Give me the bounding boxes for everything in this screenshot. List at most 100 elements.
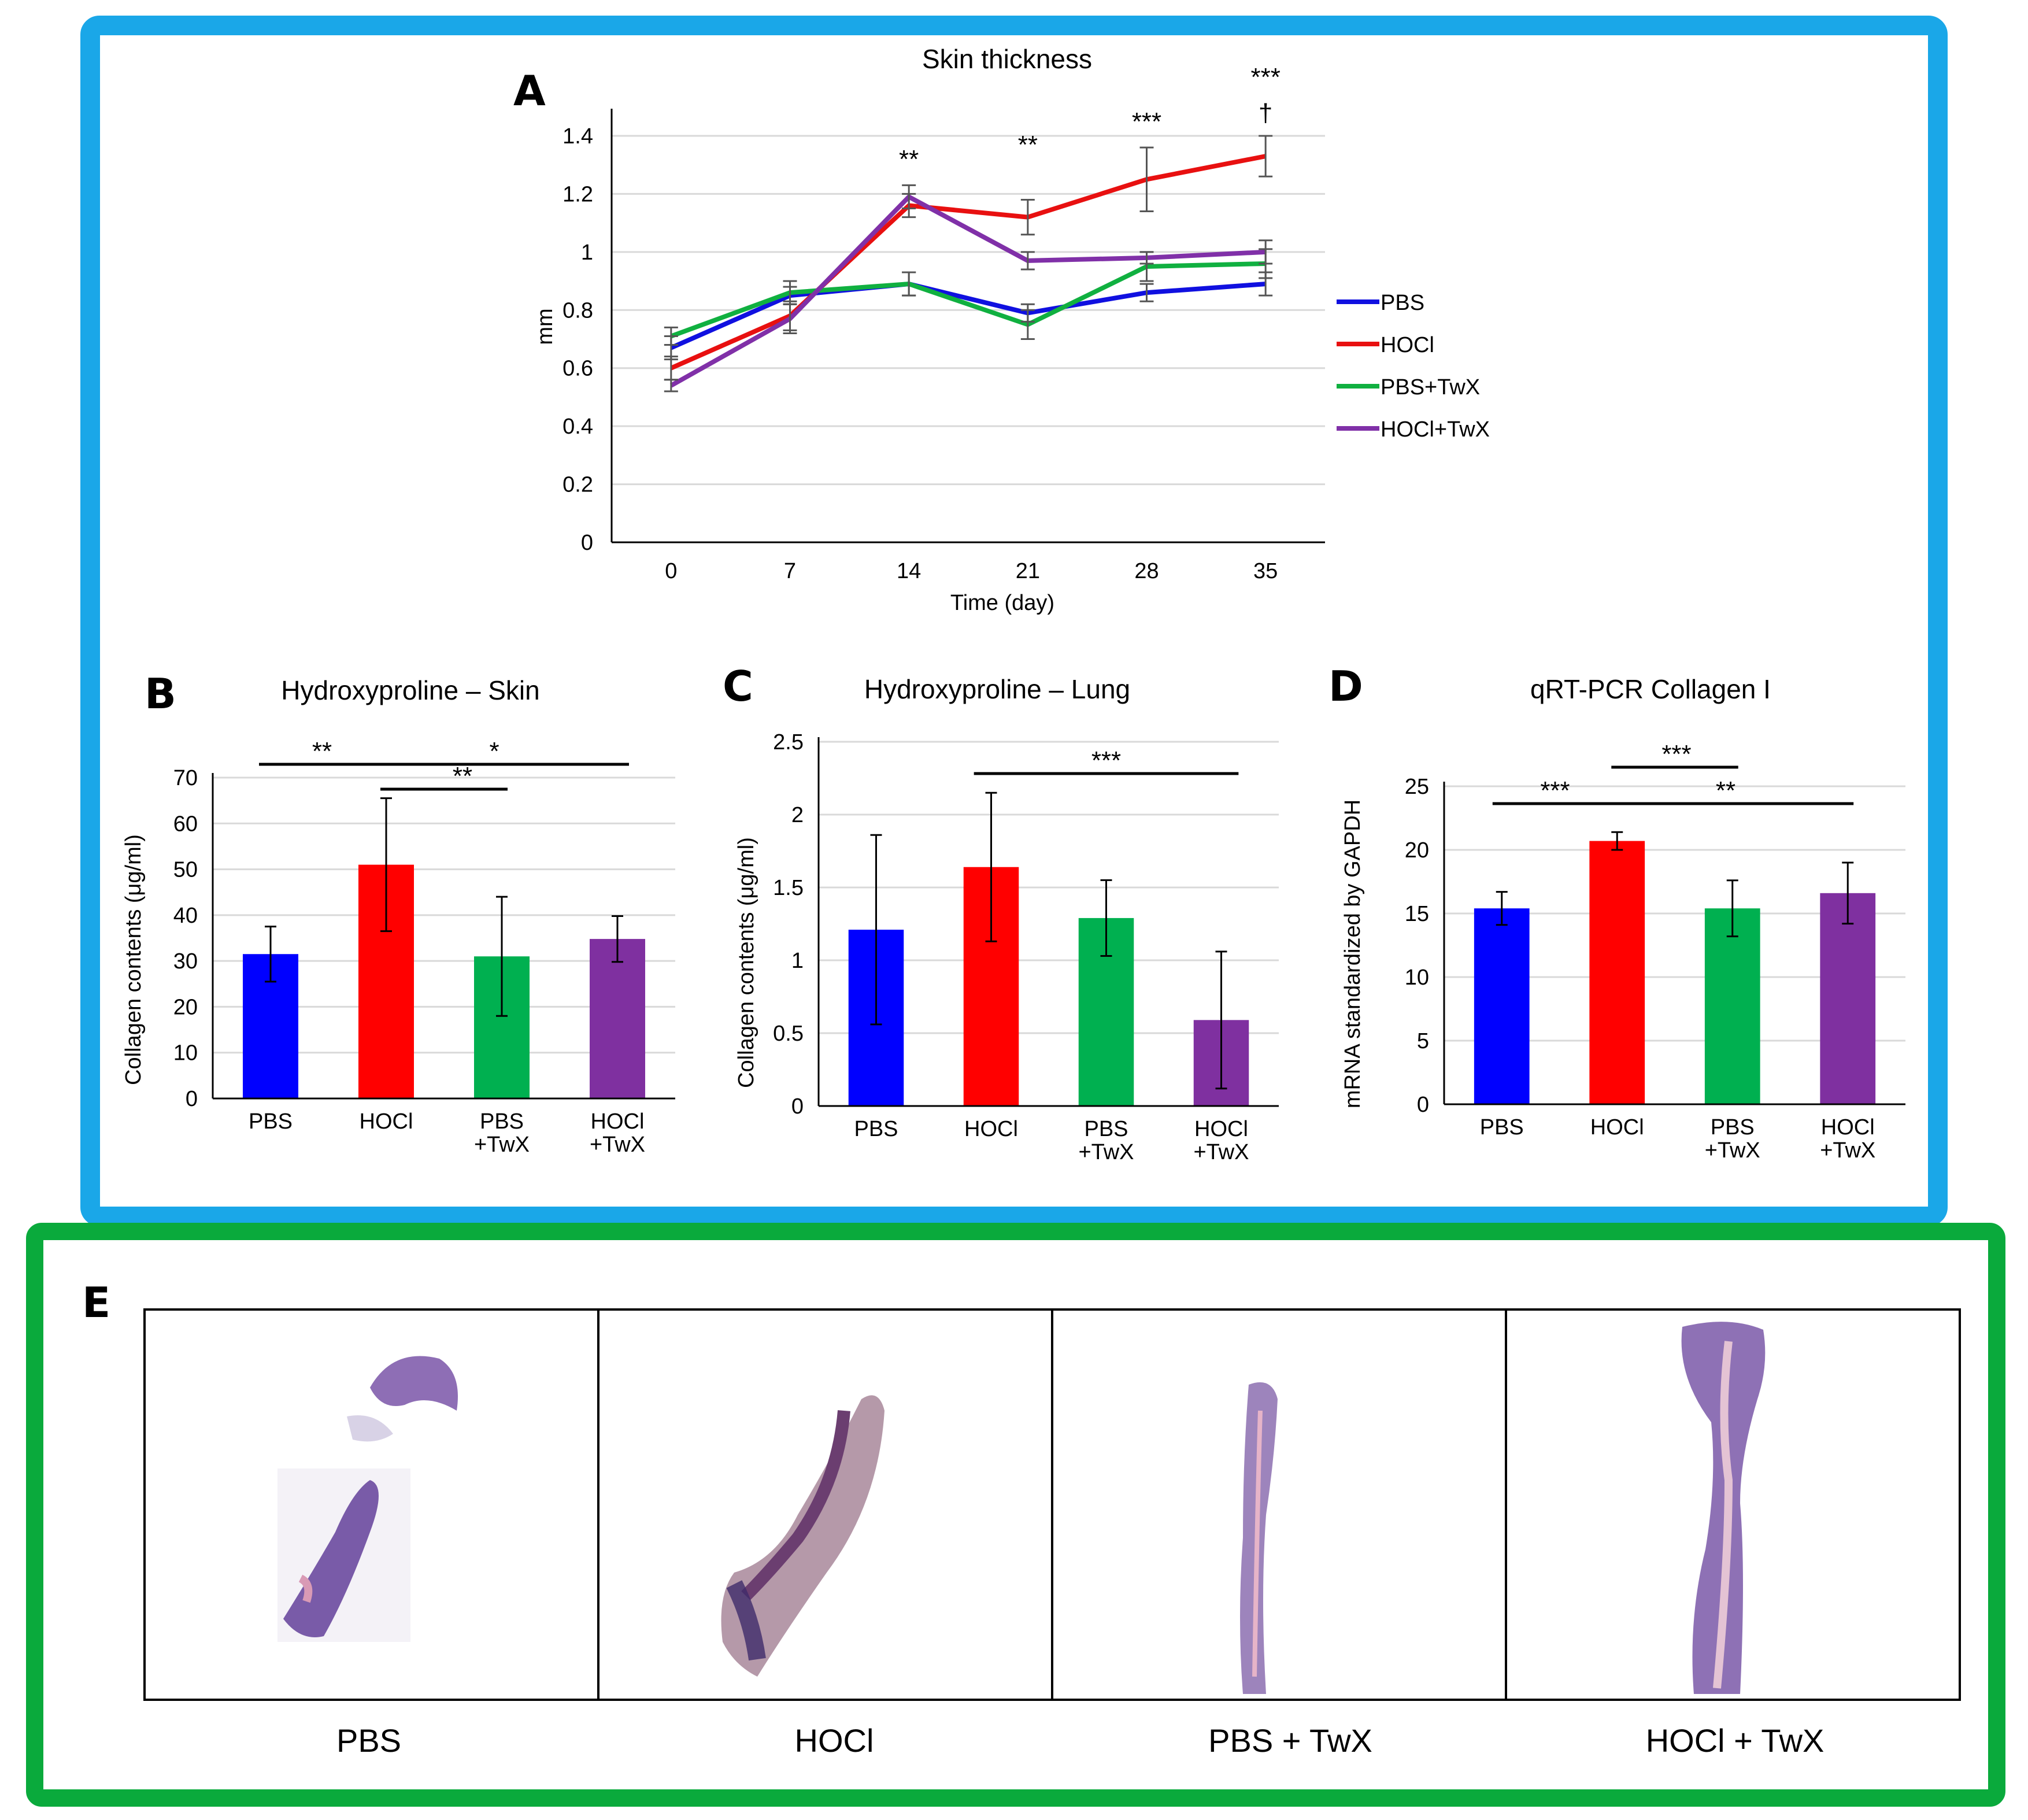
panel-c-bar-chart: C Hydroxyproline – Lung Collagen content…	[723, 662, 1279, 1164]
panel-a-x-tick: 28	[1134, 559, 1159, 583]
panel-c-label: C	[723, 662, 753, 711]
bottom-frame	[26, 1223, 2005, 1807]
panel-c-y-tick: 0.5	[773, 1022, 804, 1046]
series-line-PBS	[670, 282, 1266, 350]
panel-b-title: Hydroxyproline – Skin	[281, 675, 539, 705]
panel-c-y-tick: 2	[791, 803, 804, 827]
panel-b-y-tick: 30	[173, 949, 198, 974]
panel-b-bar	[590, 939, 645, 1098]
panel-c-category-label: HOCl	[964, 1117, 1018, 1141]
panel-a-label: A	[513, 66, 546, 115]
panel-d-significance-stars: ***	[1661, 740, 1691, 768]
series-line-PBS+TwX	[670, 261, 1266, 339]
panel-d-category-label: HOCl	[1590, 1115, 1644, 1140]
panel-b-y-tick: 70	[173, 766, 198, 790]
panel-c-title: Hydroxyproline – Lung	[864, 674, 1130, 704]
panel-b-category-label: HOCl	[360, 1109, 413, 1134]
panel-b-y-label: Collagen contents (μg/ml)	[121, 834, 146, 1085]
significance-annotation: ***	[1250, 63, 1280, 91]
panel-e-histology: E PBS HOCl PBS + TwX	[82, 1278, 1961, 1759]
legend-label-PBS: PBS	[1381, 291, 1424, 315]
panel-b-category-label: PBS	[249, 1109, 293, 1134]
panel-b-y-tick: 10	[173, 1041, 198, 1066]
panel-d-y-tick: 20	[1405, 838, 1429, 863]
panel-b-category-label: +TwX	[474, 1133, 530, 1157]
panel-a-y-tick: 0.4	[562, 415, 593, 439]
panel-c-y-label: Collagen contents (μg/ml)	[734, 837, 758, 1088]
panel-c-y-tick: 1	[791, 949, 804, 973]
panel-d-y-tick: 5	[1417, 1029, 1429, 1053]
panel-c-category-label: +TwX	[1193, 1140, 1249, 1164]
panel-d-y-tick: 15	[1405, 902, 1429, 926]
significance-annotation: **	[899, 145, 919, 173]
panel-b-bar-chart: B Hydroxyproline – Skin Collagen content…	[121, 669, 675, 1157]
caption-hocl-twx: HOCl + TwX	[1646, 1722, 1825, 1759]
panel-d-bar	[1704, 908, 1760, 1104]
panel-b-y-tick: 40	[173, 904, 198, 928]
panel-d-significance-stars: **	[1716, 776, 1735, 805]
panel-d-y-label: mRNA standardized by GAPDH	[1341, 800, 1365, 1108]
panel-d-bar	[1589, 841, 1645, 1104]
panel-d-y-tick: 25	[1405, 775, 1429, 799]
panel-d-category-label: PBS	[1711, 1115, 1755, 1140]
panel-a-title: Skin thickness	[922, 44, 1092, 74]
panel-c-category-label: PBS	[1084, 1117, 1128, 1141]
panel-b-y-tick: 0	[186, 1087, 198, 1111]
panel-a-x-tick: 21	[1016, 559, 1040, 583]
series-line-HOCl+TwX	[669, 194, 1266, 388]
histology-image-pbs	[277, 1356, 458, 1642]
panel-d-label: D	[1328, 662, 1363, 711]
panel-d-bar	[1820, 893, 1876, 1104]
panel-a-x-tick: 7	[784, 559, 796, 583]
panel-d-category-label: HOCl	[1821, 1115, 1875, 1140]
panel-b-label: B	[145, 669, 176, 718]
histology-image-pbs-twx	[1240, 1382, 1278, 1694]
panel-e-label: E	[82, 1278, 110, 1327]
significance-annotation: **	[1018, 131, 1038, 159]
panel-c-y-tick: 1.5	[773, 876, 804, 900]
panel-d-category-label: +TwX	[1820, 1138, 1875, 1163]
panel-a-y-tick: 1.2	[562, 182, 593, 206]
panel-d-y-tick: 10	[1405, 966, 1429, 990]
panel-d-y-tick: 0	[1417, 1093, 1429, 1117]
caption-pbs: PBS	[336, 1722, 401, 1759]
dagger-annotation: †	[1259, 99, 1272, 127]
panel-d-significance-stars: ***	[1540, 776, 1570, 805]
panel-c-category-label: PBS	[854, 1117, 898, 1141]
panel-b-y-tick: 20	[173, 995, 198, 1019]
panel-d-title: qRT-PCR Collagen I	[1530, 674, 1771, 704]
caption-pbs-twx: PBS + TwX	[1208, 1722, 1372, 1759]
panel-a-y-tick: 1	[581, 241, 593, 265]
panel-c-category-label: +TwX	[1078, 1140, 1134, 1164]
panel-d-category-label: +TwX	[1705, 1138, 1760, 1163]
panel-b-significance-stars: *	[489, 737, 499, 765]
panel-b-y-tick: 50	[173, 858, 198, 882]
histology-image-hocl-twx	[1681, 1322, 1766, 1694]
panel-a-x-tick: 14	[897, 559, 921, 583]
panel-d-category-label: PBS	[1480, 1115, 1524, 1140]
panel-a-line-chart: A Skin thickness 0 0.2 0.4 0.6 0.8 1 1.2 1.4 0 7…	[513, 44, 1490, 615]
panel-a-x-tick: 35	[1253, 559, 1278, 583]
significance-annotation: ***	[1132, 108, 1161, 136]
top-frame	[80, 16, 1948, 1226]
panel-d-bar	[1474, 908, 1530, 1104]
panel-b-category-label: HOCl	[591, 1109, 645, 1134]
legend-label-HOCl+TwX: HOCl+TwX	[1381, 417, 1490, 442]
series-line-HOCl	[670, 154, 1266, 371]
panel-a-x-label: Time (day)	[950, 591, 1054, 615]
panel-a-x-tick: 0	[665, 559, 677, 583]
panel-c-category-label: HOCl	[1194, 1117, 1248, 1141]
legend-label-HOCl: HOCl	[1381, 333, 1434, 357]
panel-a-y-tick: 0.8	[562, 298, 593, 323]
panel-a-y-label: mm	[533, 308, 557, 345]
panel-b-y-tick: 60	[173, 812, 198, 836]
panel-b-significance-stars: **	[312, 737, 332, 765]
panel-b-category-label: PBS	[480, 1109, 524, 1134]
caption-hocl: HOCl	[795, 1722, 874, 1759]
panel-a-y-tick: 0	[581, 531, 593, 555]
panel-b-significance-stars: **	[453, 762, 472, 790]
panel-d-bar-chart: D qRT-PCR Collagen I mRNA standardized b…	[1328, 662, 1905, 1163]
panel-b-category-label: +TwX	[590, 1133, 645, 1157]
panel-a-y-tick: 0.6	[562, 357, 593, 381]
